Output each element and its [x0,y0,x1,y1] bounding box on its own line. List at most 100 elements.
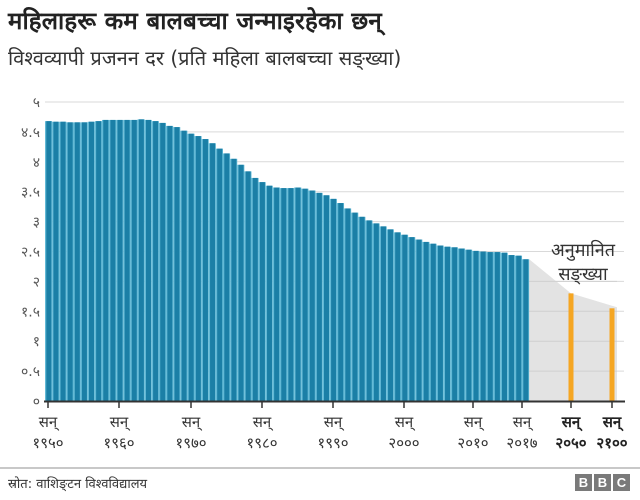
x-tick-prefix: सन् [561,413,583,432]
data-bar [409,237,415,401]
data-bar [466,249,472,401]
x-tick-prefix: सन् [110,413,130,431]
data-bar [238,164,244,401]
x-tick-prefix: सन् [253,413,273,431]
data-bar [124,119,130,401]
data-bar [430,243,436,401]
bbc-logo-letter: B [575,474,592,491]
data-bar [459,248,465,401]
data-bar [388,229,394,401]
data-bar [338,203,344,401]
x-tick-year: २१०० [596,434,627,452]
x-tick-prefix: सन् [513,413,533,431]
projection-annotation: अनुमानित सङ्ख्या [551,239,616,285]
data-bar [131,119,137,401]
data-bar [46,121,52,402]
x-tick-prefix: सन् [464,413,484,431]
projection-bars [568,293,615,401]
footer-divider [0,467,640,469]
x-tick-year: १९८० [246,434,277,452]
data-bar [295,187,301,401]
y-tick-label: ४.५ [21,125,40,141]
x-tick-prefix: सन् [182,413,202,431]
x-tick-year: २००० [388,434,419,452]
data-bar [523,259,529,401]
data-bar [138,119,144,401]
y-axis: ० ०.५ १ १.५ २ २.५ ३ ३.५ ४ ४.५ ५ [21,95,40,410]
x-tick-year: २०१० [457,434,488,452]
data-bar [188,133,194,401]
data-bar [181,130,187,402]
data-bar [202,139,208,402]
data-bar [487,252,493,401]
projection-bar [609,308,615,401]
y-tick-label: २ [33,274,40,290]
x-tick-year: १९६० [103,434,134,452]
data-bar [217,148,223,401]
data-bar [167,125,173,402]
x-tick-prefix: सन् [324,413,344,431]
data-bar [494,252,500,401]
x-axis: सन् १९५० सन् १९६० सन् १९७० सन् १९८० सन् १९९० सन् २०… [32,400,628,452]
data-bar [509,255,515,401]
data-bar [245,171,251,401]
data-bar [160,122,166,402]
fertility-rate-chart: ० ०.५ १ १.५ २ २.५ ३ ३.५ ४ ४.५ ५ सन् १९५० सन् १९६० सन् १… [21,95,628,452]
data-bar [345,208,351,401]
data-bar [452,247,458,401]
data-bar [89,121,95,401]
data-bar [473,250,479,401]
bbc-logo-letter: B [594,474,611,491]
data-bar [224,153,230,401]
data-bar [210,143,216,401]
y-tick-label: ०.५ [21,364,40,380]
data-bar [145,119,151,401]
x-tick-year: १९९० [317,434,348,452]
x-tick-year: १९५० [32,434,63,452]
y-tick-label: ० [33,394,40,410]
x-tick-year: २०१७ [506,434,537,452]
data-bar [274,187,280,401]
data-bar [323,195,329,401]
data-bar [352,212,358,401]
y-tick-label: १ [33,334,40,350]
y-tick-label: १.५ [21,304,40,320]
data-bar [267,185,273,401]
data-bar [445,246,451,401]
data-bar [153,121,159,402]
data-bar [81,122,87,401]
x-tick-prefix: सन् [395,413,415,431]
y-tick-label: ३.५ [21,185,40,201]
data-bar [302,188,308,401]
y-tick-label: ४ [33,155,40,171]
data-bar [402,234,408,401]
data-bar [252,177,258,401]
data-bar [309,190,315,401]
bbc-logo-letter: C [613,474,630,491]
chart-title: महिलाहरू कम बालबच्चा जन्माइरहेका छन् [8,7,382,35]
data-bar [231,158,237,401]
data-bar [480,251,486,401]
y-tick-label: ३ [33,215,40,231]
data-bar [331,198,337,401]
bbc-logo: B B C [575,474,630,491]
projection-bar [568,293,574,401]
x-tick-year: २०५० [555,434,586,452]
data-bar [96,121,102,402]
source-note: स्रोत: वाशिङ्टन विश्वविद्यालय [8,477,148,492]
y-tick-label: २.५ [21,245,40,261]
data-bar [174,127,180,401]
historical-bars [45,119,530,402]
x-tick-prefix: सन् [602,413,624,432]
data-bar [516,255,522,401]
chart-subtitle: विश्वव्यापी प्रजनन दर (प्रति महिला बालबच… [8,46,402,70]
data-bar [195,136,201,401]
data-bar [380,226,386,401]
data-bar [259,182,265,401]
data-bar [60,121,66,401]
data-bar [423,241,429,401]
data-bar [53,121,59,401]
data-bar [416,239,422,401]
data-bar [288,188,294,401]
data-bar [74,122,80,401]
